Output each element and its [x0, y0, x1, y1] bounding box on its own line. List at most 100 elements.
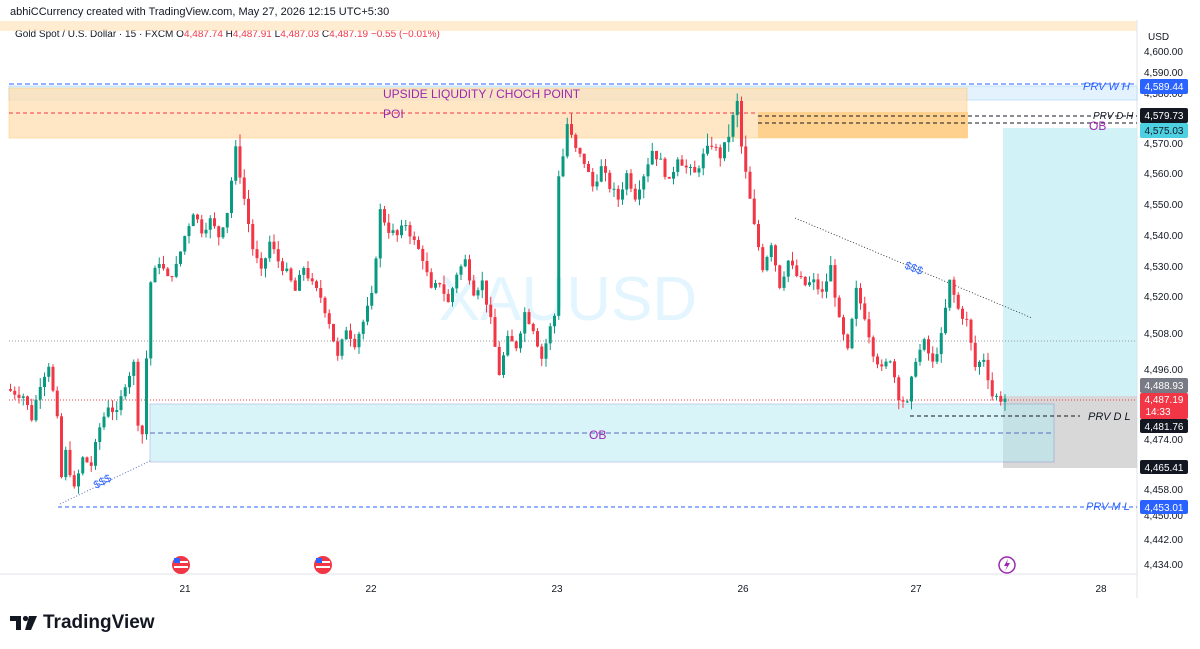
candle-body [910, 376, 913, 402]
candles-layer [9, 93, 1007, 494]
candle-body [238, 146, 242, 178]
candle-body [268, 241, 272, 259]
candle-body [523, 312, 527, 334]
candle-body [476, 290, 480, 296]
candle-body [68, 449, 72, 476]
candle-body [740, 100, 743, 147]
price-tick-label: 4,550.00 [1144, 200, 1183, 211]
candle-body [893, 361, 896, 378]
candle-body [81, 457, 85, 474]
candle-body [680, 159, 684, 166]
candle-body [744, 146, 748, 172]
top-banner-band [0, 21, 1137, 31]
candle-body [446, 293, 450, 303]
candle-body [663, 158, 667, 177]
prv-d-l-tag-bg [1140, 419, 1188, 433]
candle-body [111, 407, 114, 412]
candle-body [378, 209, 382, 259]
time-tick-label: 28 [1095, 584, 1107, 595]
candle-body [816, 279, 820, 290]
candle-body [884, 361, 888, 367]
ob-top-label: OB [1089, 119, 1106, 133]
candle-body [701, 153, 705, 169]
price-tick-label: 4,600.00 [1144, 47, 1183, 58]
price-tick-label: 4,580.00 [1144, 89, 1183, 100]
open-label: O [176, 29, 184, 40]
candle-body [897, 377, 901, 401]
candle-body [247, 198, 250, 224]
candle-body [9, 389, 12, 391]
candle-body [540, 346, 544, 359]
candle-body [676, 159, 680, 172]
candle-body [425, 261, 429, 273]
tradingview-logo[interactable]: TradingView [10, 612, 155, 634]
candle-body [179, 251, 182, 264]
time-axis[interactable]: 21 22 23 26 27 28 [179, 584, 1107, 595]
zones-layer [8, 85, 1138, 468]
us-flag-icon[interactable] [172, 556, 190, 574]
candle-body [880, 364, 884, 367]
candle-body [714, 146, 718, 148]
candle-body [281, 261, 284, 272]
candle-body [757, 224, 760, 248]
poi-title-label: UPSIDE LIQUDITY / CHOCH POINT [383, 87, 581, 101]
price-tick-label: 4,474.00 [1144, 435, 1183, 446]
candle-body [820, 289, 824, 292]
candle-body [323, 297, 327, 314]
lightning-event-icon[interactable] [998, 556, 1016, 574]
candle-body [451, 288, 454, 303]
candle-body [497, 346, 501, 375]
poi-label: POI [383, 107, 404, 121]
candle-body [574, 134, 578, 148]
close-label: C [321, 29, 330, 40]
candle-body [761, 247, 765, 271]
candle-body [298, 274, 301, 291]
us-flag-icon[interactable] [314, 556, 332, 574]
candle-body [480, 280, 484, 291]
candle-body [995, 395, 998, 397]
candle-body [395, 230, 399, 236]
candle-body [26, 396, 29, 406]
candle-body [404, 225, 408, 227]
candle-body [429, 272, 433, 288]
candle-body [115, 410, 119, 412]
candle-body [939, 333, 943, 355]
candle-body [812, 279, 816, 283]
candle-body [999, 395, 1003, 402]
candle-body [208, 218, 212, 230]
candle-body [752, 198, 756, 225]
high-label: H [225, 29, 233, 40]
candle-body [922, 339, 926, 350]
currency-label: USD [1148, 32, 1169, 43]
candle-body [616, 188, 620, 200]
price-axis[interactable]: USD 4,600.00 4,590.00 4,580.00 4,570.00 4,56… [1144, 32, 1183, 571]
candle-body [684, 165, 688, 168]
prv-m-l-tag: 4,453.01 [1145, 503, 1184, 514]
candle-body [485, 280, 488, 305]
candle-body [935, 354, 939, 362]
candle-body [587, 163, 590, 172]
candle-body [582, 153, 586, 164]
candle-body [612, 188, 616, 190]
candle-body [650, 150, 654, 165]
price-tick-label: 4,496.00 [1144, 365, 1183, 376]
candle-body [340, 339, 344, 356]
candle-body [353, 338, 357, 348]
candle-body [536, 331, 539, 347]
footer: TradingView [0, 598, 1200, 649]
price-tick-label: 4,508.00 [1144, 329, 1183, 340]
symbol-name: Gold Spot / U.S. Dollar · 15 · FXCM [15, 29, 174, 40]
candle-body [625, 173, 629, 190]
candle-body [64, 449, 68, 478]
candle-body [982, 359, 986, 362]
candle-body [136, 361, 140, 426]
candle-body [914, 361, 918, 377]
symbol-watermark: XAUUSD [439, 265, 697, 334]
candle-body [306, 267, 310, 279]
candle-body [599, 166, 603, 182]
ob-top-tag-bg [1140, 123, 1188, 138]
candle-body [38, 387, 42, 400]
candle-body [102, 416, 106, 428]
last-high-tag-bg [1140, 378, 1188, 393]
